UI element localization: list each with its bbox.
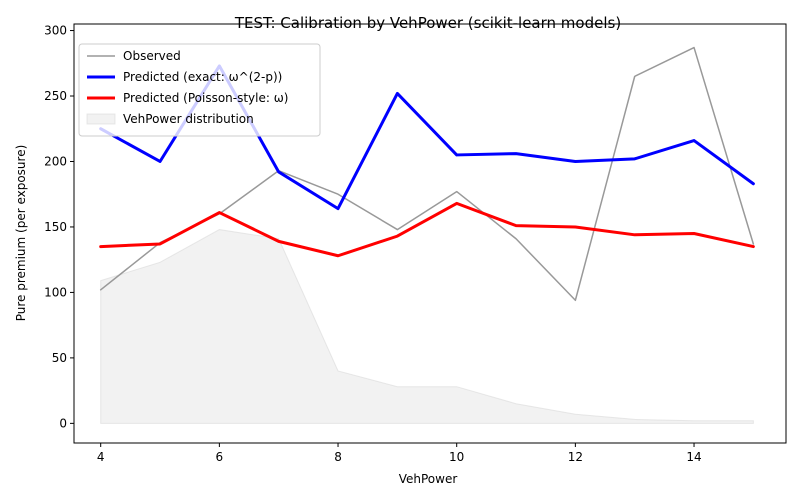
x-tick-label: 4	[97, 450, 105, 464]
x-tick-label: 12	[568, 450, 583, 464]
y-tick-label: 150	[44, 220, 67, 234]
x-tick-label: 14	[686, 450, 701, 464]
legend-box	[78, 43, 321, 137]
y-tick-label: 0	[59, 416, 67, 430]
legend-label: Predicted (exact: ω^(2-p))	[123, 70, 282, 84]
y-tick-label: 100	[44, 285, 67, 299]
x-tick-label: 6	[216, 450, 224, 464]
y-tick-label: 200	[44, 154, 67, 168]
legend: Observed Predicted (exact: ω^(2-p)) Predic…	[78, 43, 321, 137]
y-tick-label: 50	[52, 351, 67, 365]
plot-frame	[73, 23, 787, 444]
y-axis-label: Pure premium (per exposure)	[14, 145, 28, 322]
y-tick-label: 300	[44, 24, 67, 38]
chart-title: TEST: Calibration by VehPower (scikit-le…	[234, 14, 621, 32]
legend-label: VehPower distribution	[123, 112, 254, 126]
x-tick-label: 10	[449, 450, 464, 464]
x-tick-label: 8	[334, 450, 342, 464]
x-axis-label: VehPower	[399, 472, 458, 486]
series-3-area	[100, 229, 754, 424]
x-axis: 4 6 8 10 12 14	[97, 443, 702, 464]
legend-swatch	[86, 113, 116, 125]
legend-label: Predicted (Poisson-style: ω)	[123, 91, 288, 105]
y-axis: 0 50 100 150 200 250 300	[44, 24, 74, 430]
legend-label: Observed	[123, 49, 181, 63]
series-2-line	[99, 201, 755, 258]
y-tick-label: 250	[44, 89, 67, 103]
